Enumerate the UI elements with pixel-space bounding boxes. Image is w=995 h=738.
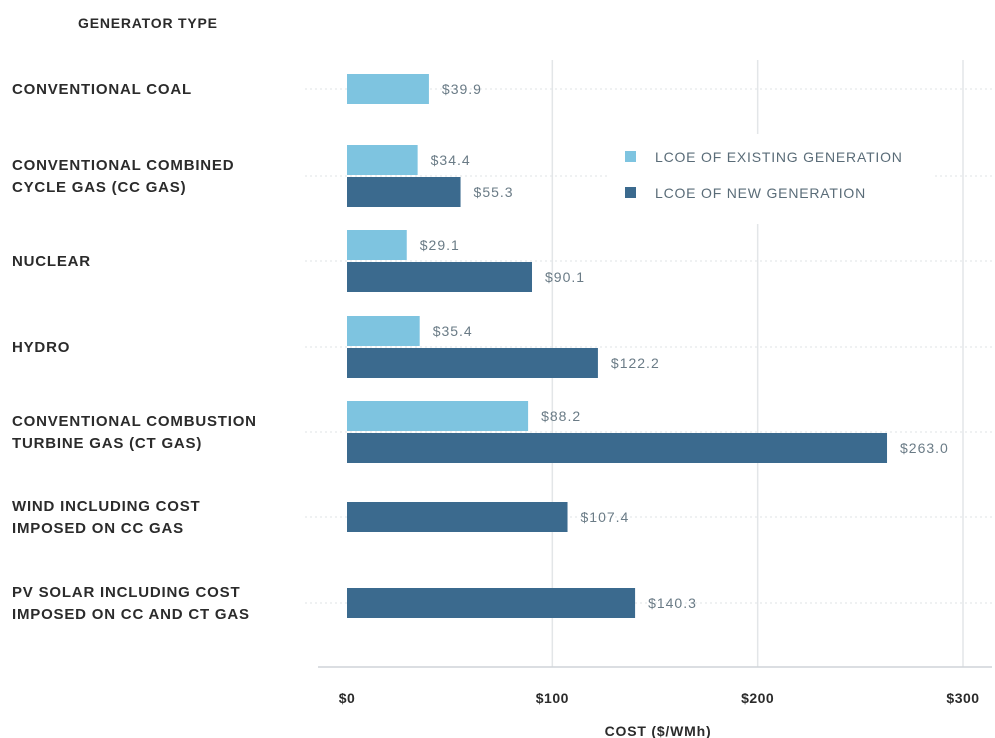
value-label: $39.9	[442, 81, 482, 97]
category-label-line: IMPOSED ON CC GAS	[12, 520, 184, 537]
value-label: $34.4	[431, 152, 471, 168]
value-label: $263.0	[900, 440, 949, 456]
category-label-line: PV SOLAR INCLUDING COST	[12, 584, 240, 601]
category-label: CONVENTIONAL COAL	[12, 81, 192, 98]
bar-existing	[347, 145, 418, 175]
legend-swatch	[625, 187, 636, 198]
category-label-line: HYDRO	[12, 339, 70, 356]
category-label-line: TURBINE GAS (CT GAS)	[12, 435, 202, 452]
value-label: $29.1	[420, 237, 460, 253]
category-label-line: IMPOSED ON CC AND CT GAS	[12, 606, 250, 623]
legend: LCOE OF EXISTING GENERATION LCOE OF NEW G…	[608, 134, 932, 224]
value-label: $90.1	[545, 269, 585, 285]
category-label-line: CONVENTIONAL COAL	[12, 81, 192, 98]
x-tick-label: $200	[741, 690, 774, 706]
bar-existing	[347, 401, 529, 431]
category-label-line: CONVENTIONAL COMBINED	[12, 157, 234, 174]
legend-box	[608, 134, 932, 224]
category-label: CONVENTIONAL COMBINED CYCLE GAS (CC GAS)	[12, 157, 234, 196]
category-label: NUCLEAR	[12, 253, 91, 270]
value-label: $35.4	[433, 323, 473, 339]
value-label: $122.2	[611, 355, 660, 371]
category-label-line: CONVENTIONAL COMBUSTION	[12, 413, 257, 430]
x-tick-label: $100	[536, 690, 569, 706]
category-label: CONVENTIONAL COMBUSTION TURBINE GAS (CT G…	[12, 413, 257, 452]
category-label-line: WIND INCLUDING COST	[12, 498, 201, 515]
bar-existing	[347, 230, 407, 260]
x-axis-title: COST ($/WMh)	[605, 723, 712, 738]
category-label: HYDRO	[12, 339, 70, 356]
legend-label: LCOE OF NEW GENERATION	[655, 185, 866, 201]
category-label: WIND INCLUDING COST IMPOSED ON CC GAS	[12, 498, 201, 537]
bar-existing	[347, 316, 420, 346]
legend-swatch	[625, 151, 636, 162]
category-label: PV SOLAR INCLUDING COST IMPOSED ON CC AND…	[12, 584, 250, 623]
value-label: $107.4	[581, 509, 630, 525]
value-label: $88.2	[541, 408, 581, 424]
category-axis-header: GENERATOR TYPE	[78, 15, 218, 31]
bar-new	[347, 177, 461, 207]
legend-label: LCOE OF EXISTING GENERATION	[655, 149, 903, 165]
category-label-line: CYCLE GAS (CC GAS)	[12, 179, 186, 196]
x-tick-labels: $0 $100 $200 $300	[339, 690, 979, 706]
bar-new	[347, 502, 568, 532]
bar-new	[347, 433, 888, 463]
category-labels: CONVENTIONAL COAL CONVENTIONAL COMBINED CY…	[12, 81, 257, 623]
bar-new	[347, 588, 636, 618]
value-labels: $39.9 $34.4$55.3 $29.1 $90.1 $35.4 $122.2 $88.…	[420, 81, 949, 611]
bars	[347, 74, 888, 618]
bar-new	[347, 262, 533, 292]
category-label-line: NUCLEAR	[12, 253, 91, 270]
x-tick-label: $300	[946, 690, 979, 706]
value-label: $55.3	[474, 184, 514, 200]
x-tick-label: $0	[339, 690, 356, 706]
value-label: $140.3	[648, 595, 697, 611]
bar-existing	[347, 74, 429, 104]
bar-new	[347, 348, 598, 378]
